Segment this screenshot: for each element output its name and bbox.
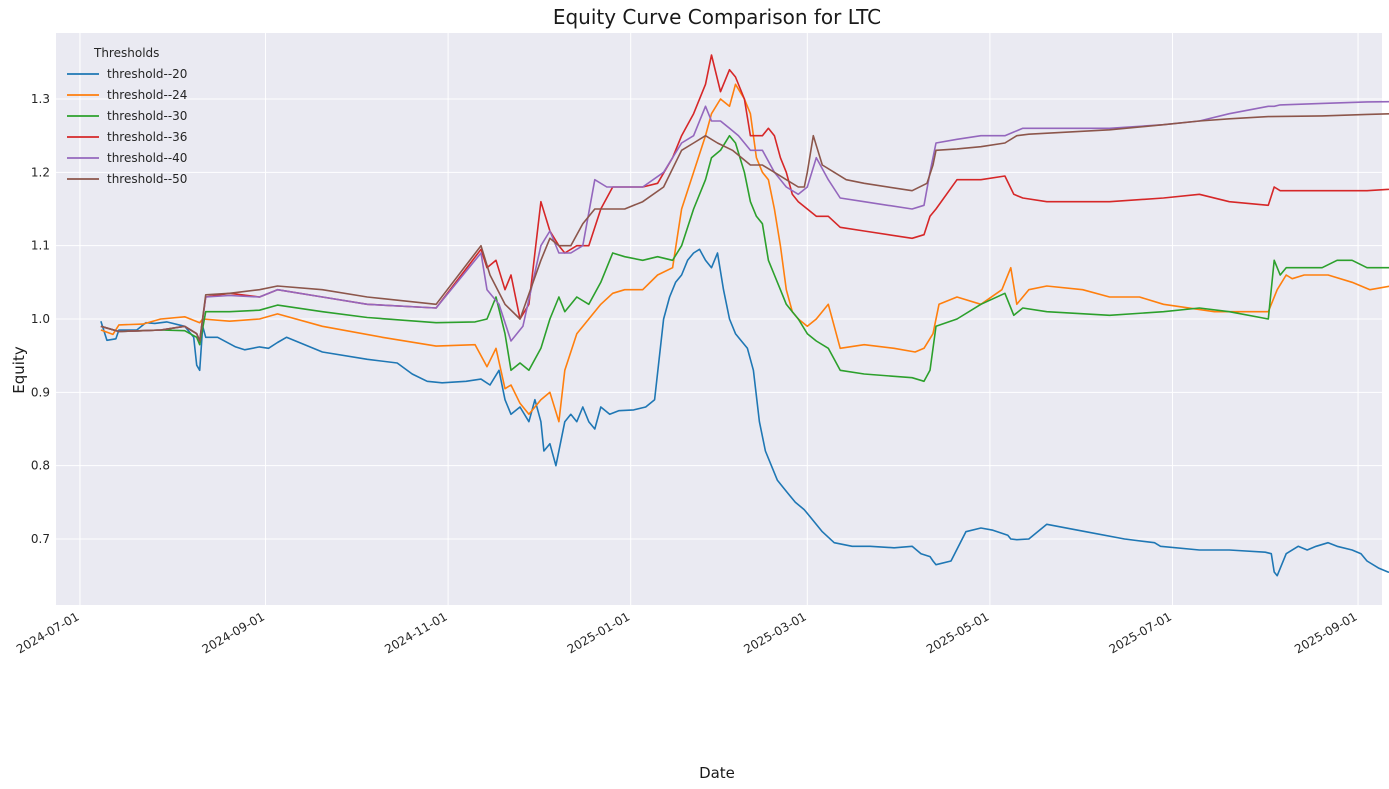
x-tick-label: 2024-07-01 xyxy=(14,609,81,656)
series-line-threshold--20 xyxy=(100,248,1389,577)
x-tick-label: 2025-03-01 xyxy=(741,609,808,656)
y-tick-label: 0.9 xyxy=(31,385,50,399)
legend-title: Thresholds xyxy=(93,46,159,60)
legend-label: threshold--30 xyxy=(107,109,187,123)
chart-title: Equity Curve Comparison for LTC xyxy=(553,5,881,29)
y-tick-label: 1.1 xyxy=(31,239,50,253)
series-line-threshold--50 xyxy=(100,113,1389,342)
legend-label: threshold--50 xyxy=(107,172,187,186)
y-tick-label: 0.8 xyxy=(31,459,50,473)
y-tick-label: 1.3 xyxy=(31,92,50,106)
series-line-threshold--24 xyxy=(100,83,1389,423)
x-tick-label: 2025-01-01 xyxy=(565,609,632,656)
series-lines xyxy=(100,54,1389,577)
y-tick-labels: 0.7 0.8 0.9 1.0 1.1 1.2 1.3 xyxy=(31,92,50,546)
legend-label: threshold--24 xyxy=(107,88,187,102)
x-tick-label: 2024-09-01 xyxy=(200,609,267,656)
series-line-threshold--30 xyxy=(100,134,1389,383)
legend: Thresholds threshold--20 threshold--24 thr… xyxy=(67,46,187,186)
x-tick-label: 2024-11-01 xyxy=(382,609,449,656)
x-axis-label: Date xyxy=(699,764,735,782)
y-tick-label: 0.7 xyxy=(31,532,50,546)
y-axis-label: Equity xyxy=(10,346,28,394)
y-tick-label: 1.2 xyxy=(31,165,50,179)
x-tick-label: 2025-07-01 xyxy=(1107,609,1174,656)
legend-label: threshold--40 xyxy=(107,151,187,165)
x-tick-label: 2025-05-01 xyxy=(924,609,991,656)
legend-label: threshold--36 xyxy=(107,130,187,144)
series-line-threshold--40 xyxy=(100,100,1389,342)
x-tick-labels: 2024-07-01 2024-09-01 2024-11-01 2025-01-01… xyxy=(14,609,1360,656)
x-tick-label: 2025-09-01 xyxy=(1292,609,1359,656)
grid xyxy=(56,33,1382,605)
legend-label: threshold--20 xyxy=(107,67,187,81)
y-tick-label: 1.0 xyxy=(31,312,50,326)
